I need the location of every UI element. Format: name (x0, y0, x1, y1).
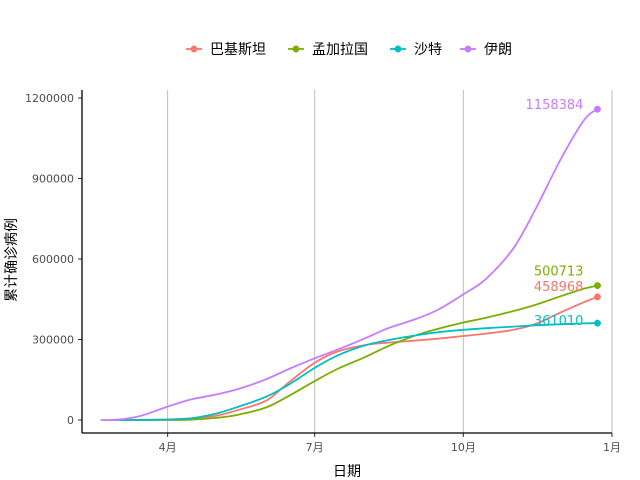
x-tick-label-0: 4月 (159, 441, 177, 454)
axes: 4月 7月 10月 1月 0 300000 600000 900000 1200000 (25, 90, 621, 454)
x-tick-label-3: 1月 (603, 441, 621, 454)
y-tick-label-4: 1200000 (25, 92, 74, 105)
series-end-label-1: 500713 (534, 265, 584, 280)
series-end-point-3 (594, 105, 601, 113)
legend-label-1: 孟加拉国 (312, 42, 368, 58)
series-end-label-3: 1158384 (526, 98, 584, 113)
series-end-point-1 (594, 282, 601, 290)
y-tick-label-0: 0 (67, 414, 74, 427)
grid-lines (167, 90, 613, 433)
x-axis-title: 日期 (333, 464, 361, 480)
x-tick-label-2: 10月 (451, 441, 476, 454)
series-end-point-2 (594, 319, 601, 327)
legend-item-2: 沙特 (390, 42, 442, 58)
y-tick-label-3: 900000 (32, 173, 74, 186)
legend-key-marker-3 (464, 45, 472, 53)
series-end-point-0 (594, 293, 601, 301)
series-end-label-0: 458968 (534, 280, 584, 295)
series-line-3 (100, 108, 599, 422)
legend-key-marker-1 (292, 45, 300, 53)
plot-area (100, 105, 601, 422)
y-tick-label-1: 300000 (32, 334, 74, 347)
legend-label-3: 伊朗 (484, 42, 512, 58)
series-line-2 (110, 322, 599, 421)
legend: 巴基斯坦 孟加拉国 沙特 伊朗 (186, 41, 512, 58)
legend-item-0: 巴基斯坦 (186, 41, 266, 58)
legend-item-3: 伊朗 (460, 42, 512, 58)
legend-item-1: 孟加拉国 (288, 42, 368, 58)
y-axis-title: 累计确诊病例 (4, 218, 20, 302)
legend-key-marker-0 (190, 45, 198, 53)
legend-key-marker-2 (394, 45, 402, 53)
series-end-label-2: 361010 (534, 314, 584, 329)
legend-label-2: 沙特 (414, 42, 442, 58)
x-tick-label-1: 7月 (306, 441, 324, 454)
series-line-1 (110, 284, 599, 421)
legend-label-0: 巴基斯坦 (210, 41, 266, 58)
y-tick-label-2: 600000 (32, 253, 74, 266)
